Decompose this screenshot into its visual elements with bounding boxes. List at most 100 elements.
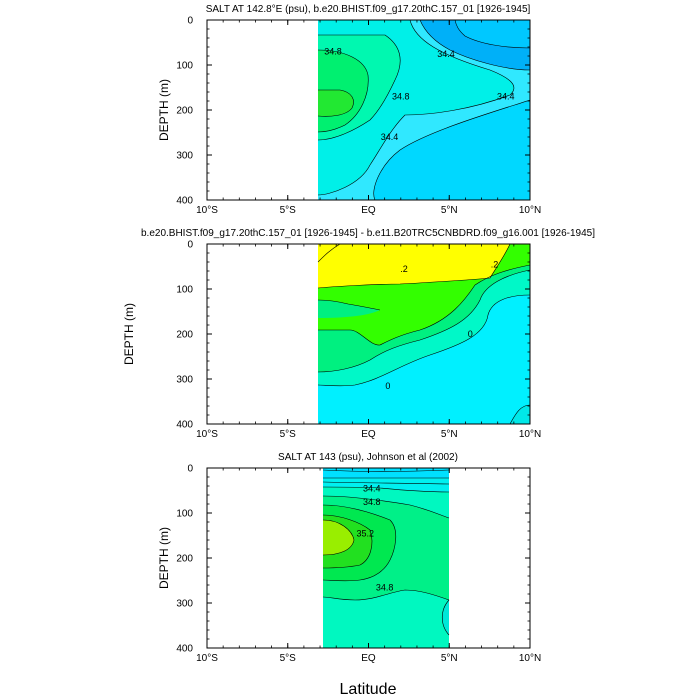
x-tick-label: 5°N: [441, 205, 458, 216]
y-axis-label: DEPTH (m): [157, 79, 171, 141]
y-tick-label: 200: [176, 330, 193, 341]
panel-salinity-difference: b.e20.BHIST.f09_g17.20thC.157_01 [1926-1…: [122, 228, 595, 440]
x-tick-label: 10°N: [519, 429, 541, 440]
y-axis-label: DEPTH (m): [122, 303, 136, 365]
contour-line: [322, 504, 397, 582]
y-tick-label: 300: [176, 151, 193, 162]
fill-band: [318, 244, 510, 288]
contour-labels: .2 .2 0 0: [385, 259, 499, 391]
x-tick-label: 10°N: [519, 205, 541, 216]
fill-band: [373, 100, 530, 200]
y-tick-label: 100: [176, 61, 193, 72]
x-tick-label: 5°S: [280, 205, 297, 216]
x-tick-label: EQ: [361, 653, 376, 664]
contour-label: 0: [468, 329, 473, 339]
panel-title: b.e20.BHIST.f09_g17.20thC.157_01 [1926-1…: [141, 228, 595, 239]
panel-title: SALT AT 142.8°E (psu), b.e20.BHIST.f09_g…: [206, 4, 531, 15]
x-tick-label: 5°S: [280, 429, 297, 440]
no-data-region: [207, 20, 318, 200]
contour-label: 0: [385, 381, 390, 391]
contour-line: [317, 34, 401, 141]
panel-model-salinity: SALT AT 142.8°E (psu), b.e20.BHIST.f09_g…: [157, 4, 541, 216]
no-data-region: [449, 468, 530, 648]
contour-labels: 34.4 34.8 35.2 34.8: [357, 483, 394, 592]
contour-label: 34.4: [437, 49, 455, 59]
contour-line: [318, 264, 530, 346]
contour-label: 34.4: [381, 132, 399, 142]
contour-label: 34.8: [376, 582, 394, 592]
x-tick-label: 10°S: [196, 429, 218, 440]
contour-label: 34.4: [363, 483, 381, 493]
y-tick-label: 300: [176, 375, 193, 386]
contour-line: [322, 481, 450, 485]
contour-fill-area: [207, 244, 530, 424]
contour-fill-area: [207, 20, 530, 200]
axes: 10°S 5°S EQ 5°N 10°N 0 100 200 300 400: [176, 240, 541, 441]
y-tick-label: 400: [176, 644, 193, 655]
x-tick-label: 5°N: [441, 653, 458, 664]
contour-label: 34.8: [363, 497, 381, 507]
fill-band: [318, 300, 380, 318]
y-tick-label: 400: [176, 420, 193, 431]
x-axis-label: Latitude: [340, 681, 397, 698]
contour-line: [454, 20, 530, 49]
contour-labels: 34.8 34.4 34.4 34.8 34.4: [324, 47, 515, 143]
fill-band: [318, 90, 354, 117]
y-tick-label: 100: [176, 285, 193, 296]
contour-lines: [317, 20, 530, 200]
contour-line: [317, 20, 515, 196]
contour-label: .2: [400, 264, 408, 274]
contour-label: 35.2: [357, 528, 375, 538]
fill-band: [323, 478, 449, 492]
contour-line: [441, 599, 450, 636]
contour-line: [317, 299, 381, 311]
x-tick-label: 10°S: [196, 653, 218, 664]
contour-fill-area: [207, 468, 530, 648]
fill-band: [323, 468, 449, 478]
y-tick-label: 200: [176, 106, 193, 117]
x-tick-label: EQ: [361, 429, 376, 440]
fill-band: [323, 520, 354, 555]
contour-label: .2: [491, 259, 499, 269]
contour-label: 34.8: [324, 47, 342, 57]
y-tick-label: 0: [187, 464, 193, 475]
contour-line: [322, 469, 450, 472]
no-data-region: [207, 244, 318, 424]
panel-observed-salinity: SALT AT 143 (psu), Johnson et al (2002): [157, 452, 541, 698]
y-tick-label: 0: [187, 16, 193, 27]
contour-line: [322, 514, 373, 569]
contour-line: [419, 20, 530, 71]
x-tick-label: 10°N: [519, 653, 541, 664]
contour-line: [322, 519, 355, 556]
y-tick-label: 300: [176, 599, 193, 610]
y-tick-label: 200: [176, 554, 193, 565]
contour-line: [373, 99, 530, 200]
contour-line: [322, 589, 450, 601]
fill-band: [455, 20, 530, 48]
fill-band: [510, 405, 530, 424]
contour-lines: [317, 244, 530, 424]
y-tick-label: 0: [187, 240, 193, 251]
x-tick-label: 5°N: [441, 429, 458, 440]
contour-label: 34.4: [497, 92, 515, 102]
contour-line: [509, 404, 530, 424]
contour-label: 34.8: [392, 92, 410, 102]
contour-line: [317, 89, 354, 117]
x-tick-label: 10°S: [196, 205, 218, 216]
contour-line: [322, 495, 450, 519]
axes: 10°S 5°S EQ 5°N 10°N 0 100 200 300 400: [176, 16, 541, 217]
contour-line: [317, 244, 341, 263]
contour-line: [322, 486, 450, 493]
contour-line: [317, 294, 530, 387]
no-data-region: [207, 468, 323, 648]
x-tick-label: 5°S: [280, 653, 297, 664]
x-tick-label: EQ: [361, 205, 376, 216]
contour-line: [317, 269, 530, 373]
contour-lines: [322, 469, 450, 636]
y-tick-label: 400: [176, 196, 193, 207]
y-tick-label: 100: [176, 509, 193, 520]
y-axis-label: DEPTH (m): [157, 527, 171, 589]
axes: 10°S 5°S EQ 5°N 10°N 0 100 200 300 400: [176, 464, 541, 665]
contour-line: [317, 244, 511, 289]
